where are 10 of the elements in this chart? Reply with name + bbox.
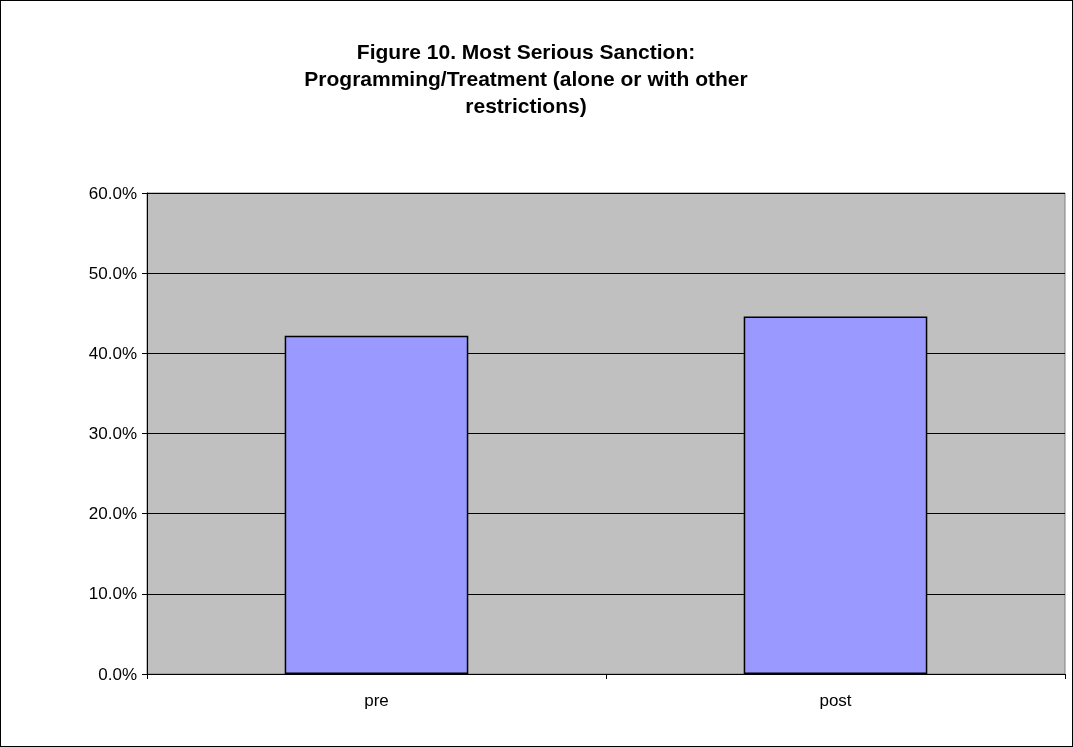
x-tick-label: pre <box>364 691 389 710</box>
y-tick-label: 30.0% <box>88 424 137 443</box>
y-tick-label: 20.0% <box>88 504 137 524</box>
x-tick-label: post <box>819 691 852 710</box>
y-tick-label: 10.0% <box>88 584 137 604</box>
chart-title: Figure 10. Most Serious Sanction: Programming/Treatment (alone or with other restrictions) <box>304 40 748 117</box>
y-tick-label: 50.0% <box>88 263 137 283</box>
y-tick-label: 60.0% <box>88 183 137 203</box>
y-tick-label: 40.0% <box>88 343 137 363</box>
y-tick-label: 0.0% <box>98 664 137 684</box>
